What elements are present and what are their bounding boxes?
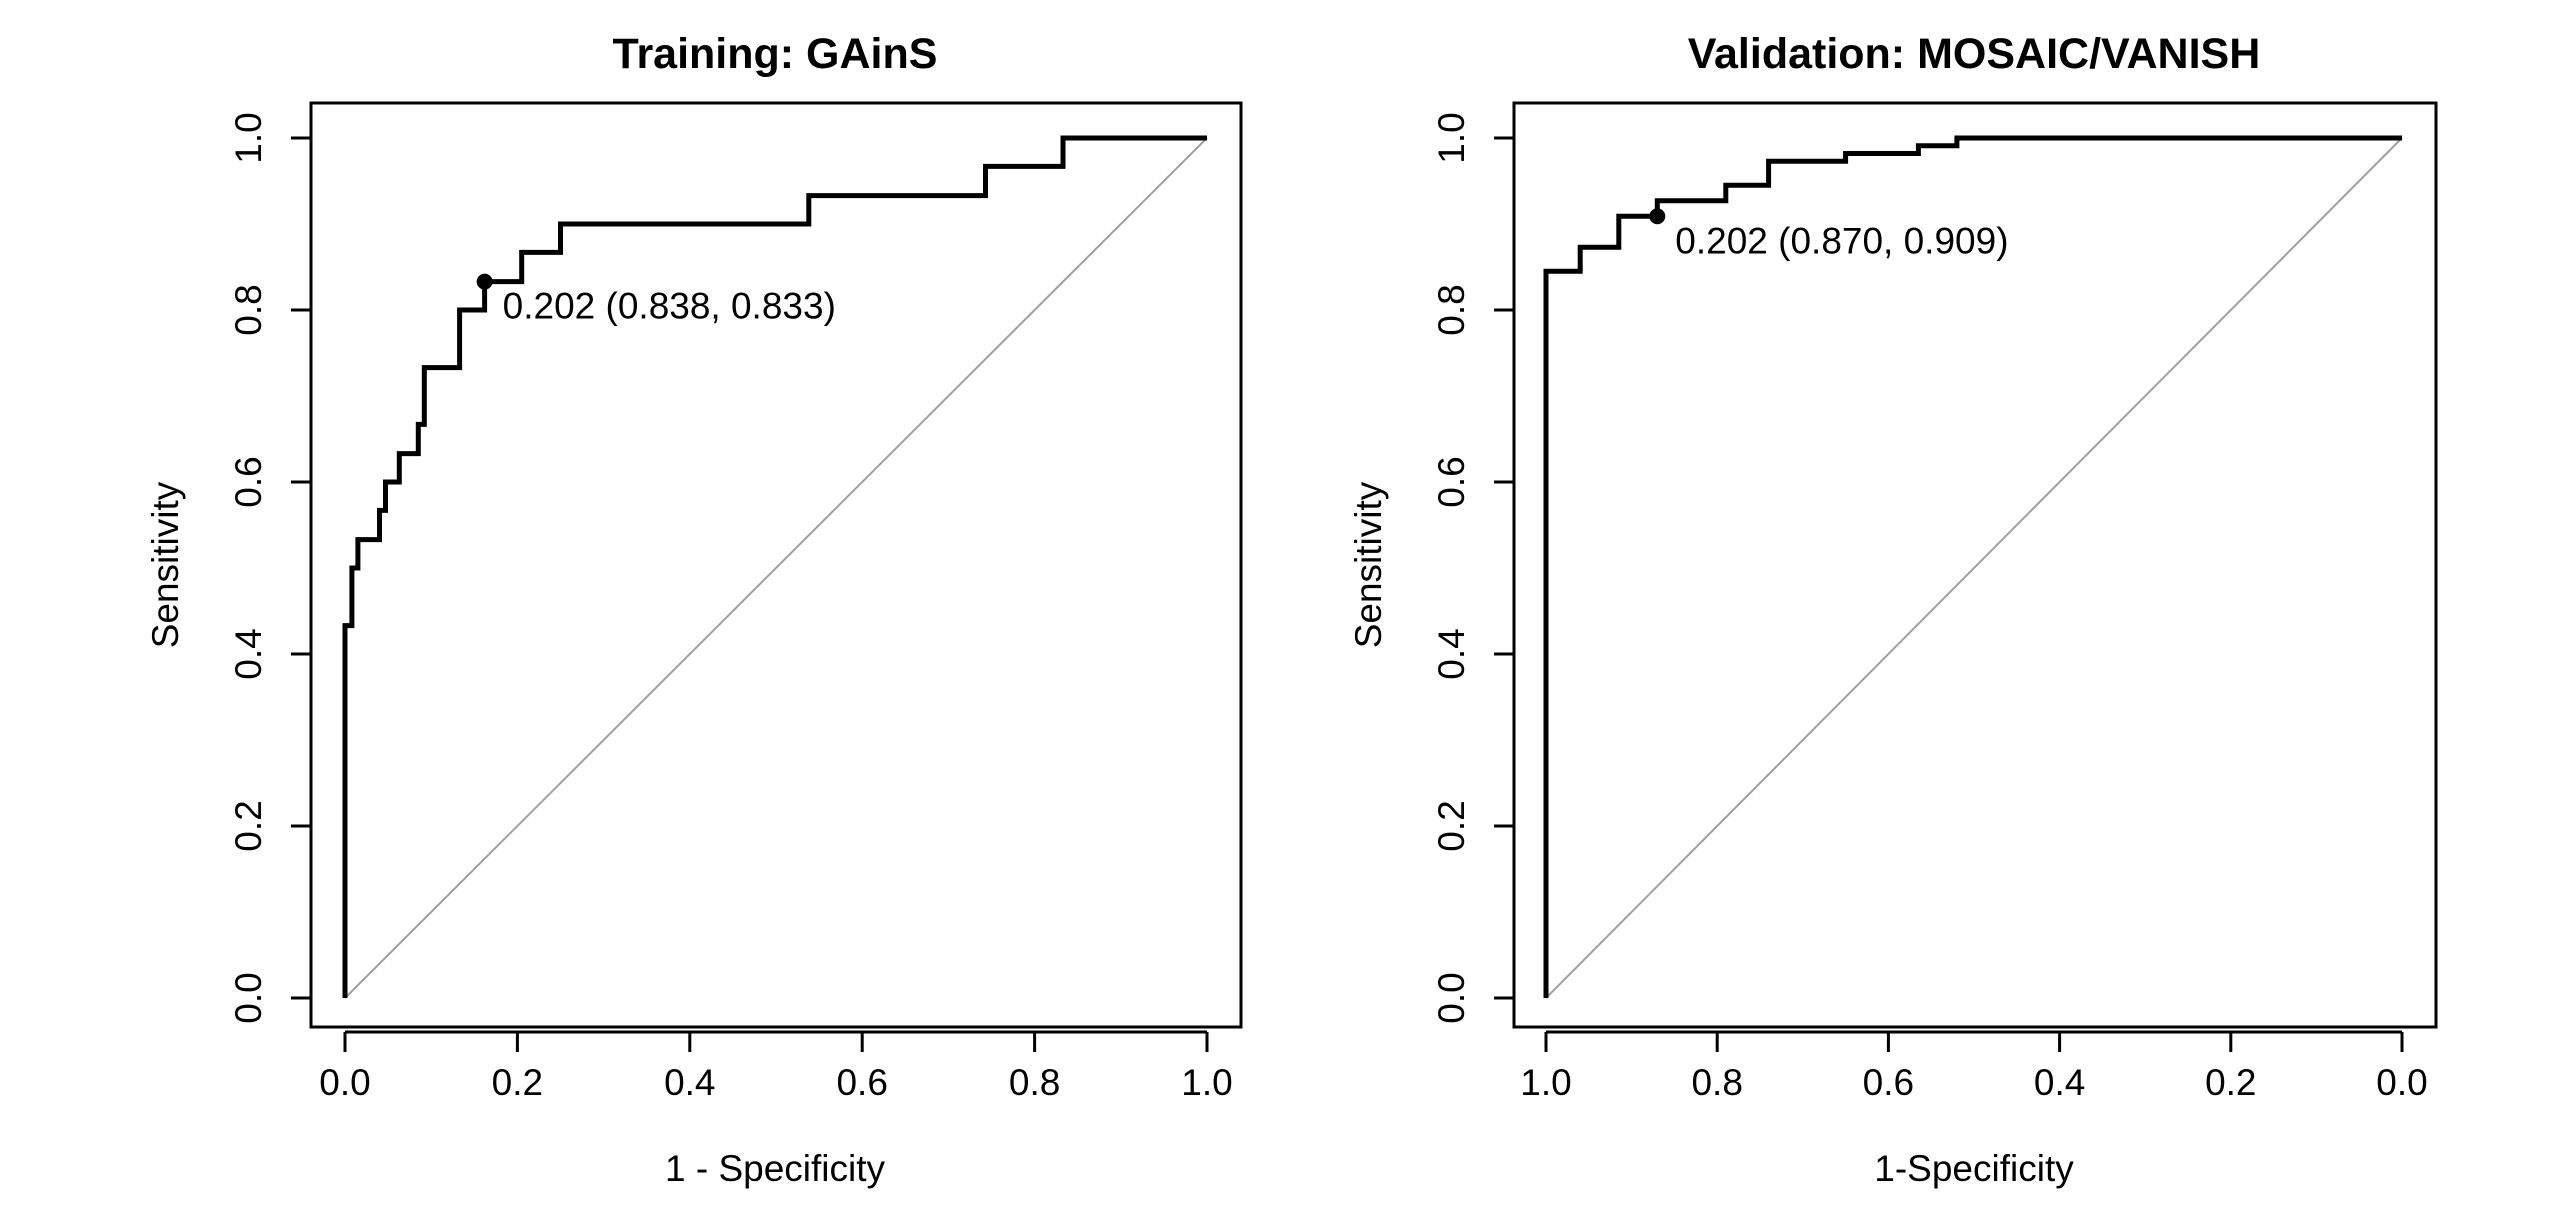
- roc-curve: [342, 135, 1207, 998]
- x-ticks: 1.0 0.8 0.6 0.4 0.2 0.0: [1520, 1032, 2428, 1103]
- x-tick-label: 0.8: [1009, 1062, 1060, 1103]
- y-axis-label: Sensitivity: [145, 481, 186, 648]
- panel-title: Training: GAinS: [613, 30, 938, 78]
- panel-title: Validation: MOSAIC/VANISH: [1688, 30, 2261, 78]
- y-tick-label: 0.6: [1431, 456, 1472, 507]
- optimal-threshold-point: [1649, 208, 1666, 225]
- x-ticks: 0.0 0.2 0.4 0.6 0.8 1.0: [319, 1032, 1233, 1103]
- x-axis-label: 1-Specificity: [1874, 1148, 2074, 1189]
- x-tick-label: 0.2: [2205, 1062, 2256, 1103]
- diagonal-reference-line: [344, 137, 1208, 999]
- y-ticks: 0.0 0.2 0.4 0.6 0.8 1.0: [1431, 112, 1514, 1024]
- y-tick-label: 0.8: [1431, 284, 1472, 335]
- y-ticks: 0.0 0.2 0.4 0.6 0.8 1.0: [228, 112, 311, 1024]
- y-tick-label: 0.8: [228, 284, 269, 335]
- x-tick-label: 0.6: [1863, 1062, 1914, 1103]
- x-tick-label: 0.2: [492, 1062, 543, 1103]
- y-tick-label: 0.0: [1431, 972, 1472, 1023]
- optimal-threshold-point: [476, 273, 493, 290]
- y-tick-label: 0.2: [228, 800, 269, 851]
- roc-curve: [1543, 135, 2402, 998]
- x-tick-label: 0.4: [664, 1062, 715, 1103]
- y-tick-label: 0.4: [1431, 628, 1472, 679]
- x-tick-label: 1.0: [1520, 1062, 1571, 1103]
- x-tick-label: 0.0: [319, 1062, 370, 1103]
- y-tick-label: 0.4: [228, 628, 269, 679]
- roc-panel-training: Training: GAinS 0.202 (0.838, 0.833) 0.0…: [145, 30, 1243, 1189]
- x-axis-label: 1 - Specificity: [665, 1148, 886, 1189]
- diagonal-reference-line: [1545, 137, 2403, 999]
- y-tick-label: 1.0: [1431, 112, 1472, 163]
- y-tick-label: 1.0: [228, 112, 269, 163]
- x-tick-label: 0.0: [2376, 1062, 2427, 1103]
- y-tick-label: 0.0: [228, 972, 269, 1023]
- x-tick-label: 0.8: [1691, 1062, 1742, 1103]
- x-tick-label: 0.6: [836, 1062, 887, 1103]
- x-tick-label: 1.0: [1181, 1062, 1232, 1103]
- roc-panel-validation: Validation: MOSAIC/VANISH 0.202 (0.870, …: [1348, 30, 2438, 1189]
- y-axis-label: Sensitivity: [1348, 481, 1389, 648]
- threshold-annotation: 0.202 (0.870, 0.909): [1675, 220, 2008, 261]
- x-tick-label: 0.4: [2034, 1062, 2085, 1103]
- y-tick-label: 0.6: [228, 456, 269, 507]
- threshold-annotation: 0.202 (0.838, 0.833): [503, 286, 836, 327]
- y-tick-label: 0.2: [1431, 800, 1472, 851]
